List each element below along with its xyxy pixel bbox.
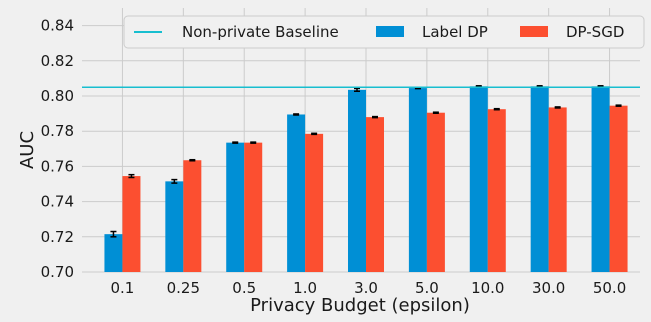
legend-dpsgd-swatch [520,26,548,37]
bar-dp-sgd [305,133,324,272]
x-tick-label: 0.1 [111,279,135,297]
bar-dp-sgd [548,107,567,272]
legend: Non-private Baseline Label DP DP-SGD [123,15,645,49]
y-tick-label: 0.84 [41,17,74,35]
x-tick-label: 5.0 [415,279,439,297]
bar-label-dp [530,86,549,272]
bar-dp-sgd [244,142,263,272]
bar-label-dp [165,181,184,272]
x-tick-label: 30.0 [532,279,565,297]
y-tick-label: 0.74 [41,193,74,211]
legend-dpsgd-label: DP-SGD [566,23,624,41]
bar-label-dp [287,114,306,272]
x-tick-label: 10.0 [471,279,504,297]
x-tick-label: 1.0 [293,279,317,297]
y-tick-label: 0.76 [41,157,74,175]
bar-label-dp [348,89,366,272]
y-tick-label: 0.72 [41,228,74,246]
y-tick-label: 0.78 [41,122,74,140]
bar-label-dp [591,86,610,272]
bar-dp-sgd [487,109,506,272]
plot-area: 0.70 0.72 0.74 0.76 0.78 0.80 0.82 0.84 0.1 0.25 0… [41,8,640,297]
bar-label-dp [226,142,245,272]
y-tick-label: 0.80 [41,87,74,105]
bar-dp-sgd [183,160,202,272]
legend-labeldp-swatch [376,26,404,37]
x-tick-label: 0.25 [167,279,200,297]
x-tick-label: 50.0 [593,279,626,297]
x-tick-label: 3.0 [354,279,378,297]
bar-label-dp [104,234,123,272]
x-axis-label: Privacy Budget (epsilon) [250,295,470,316]
x-tick-label: 0.5 [232,279,256,297]
bar-label-dp [469,86,488,272]
bar-dp-sgd [122,176,141,272]
bar-dp-sgd [426,112,445,272]
legend-baseline-label: Non-private Baseline [182,23,339,41]
legend-labeldp-label: Label DP [422,23,488,41]
bar-dp-sgd [609,105,628,273]
y-tick-label: 0.82 [41,52,74,70]
bar-dp-sgd [366,117,384,273]
y-axis-label: AUC [17,131,38,169]
y-tick-label: 0.70 [41,263,74,281]
bar-label-dp [408,88,427,272]
